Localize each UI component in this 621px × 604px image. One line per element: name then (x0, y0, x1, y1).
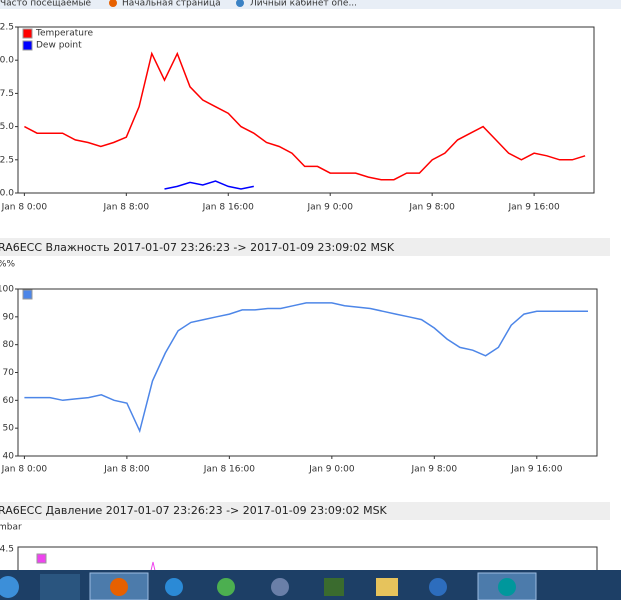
taskbar (0, 570, 621, 601)
chart-title: RA6ECC Влажность 2017-01-07 23:26:23 -> … (0, 241, 395, 254)
y-unit: mbar (0, 523, 22, 533)
x-tick-label: Jan 8 8:00 (103, 465, 150, 475)
y-tick-label: 54.5 (0, 545, 14, 555)
x-tick-label: Jan 9 8:00 (411, 465, 458, 475)
y-tick-label: 5.0 (0, 122, 14, 132)
x-tick-label: Jan 9 8:00 (408, 203, 455, 213)
icon (109, 0, 117, 7)
x-tick-label: Jan 9 16:00 (507, 203, 560, 213)
series-line (164, 180, 254, 190)
bookmark[interactable]: Начальная страница (122, 0, 221, 9)
legend-label: Dew point (36, 41, 82, 51)
legend-swatch (22, 28, 33, 39)
y-tick-label: 50 (3, 424, 15, 434)
y-tick-label: 70 (3, 368, 15, 378)
x-tick-label: Jan 9 0:00 (308, 465, 355, 475)
chart-title: RA6ECC Давление 2017-01-07 23:26:23 -> 2… (0, 504, 388, 517)
y-tick-label: 2.5 (0, 155, 14, 165)
plot-frame (17, 288, 598, 457)
icon (236, 0, 244, 7)
series-line (24, 51, 586, 181)
y-tick-label: 0.0 (0, 189, 14, 199)
x-tick-label: Jan 8 0:00 (1, 465, 48, 475)
y-tick-label: 90 (3, 312, 15, 322)
y-tick-label: 80 (3, 340, 15, 350)
x-tick-label: Jan 8 16:00 (202, 203, 255, 213)
x-tick-label: Jan 9 0:00 (306, 203, 353, 213)
y-tick-label: 7.5 (0, 89, 14, 99)
legend-label: Temperature (35, 29, 93, 39)
bookmark[interactable]: Личный кабинет опе... (250, 0, 357, 9)
bookmarks-bar (0, 0, 621, 9)
x-tick-label: Jan 8 16:00 (203, 465, 256, 475)
x-tick-label: Jan 8 8:00 (103, 203, 150, 213)
x-tick-label: Jan 8 0:00 (1, 203, 48, 213)
y-tick-label: 60 (3, 396, 15, 406)
section-header (0, 238, 610, 256)
y-tick-label: 100 (0, 285, 14, 295)
legend-swatch (22, 289, 33, 300)
y-tick-label: 10.0 (0, 56, 14, 66)
legend-swatch (22, 40, 33, 51)
y-tick-label: 12.5 (0, 23, 14, 33)
legend-swatch (36, 553, 47, 564)
plot-frame (17, 26, 595, 194)
y-unit: %% (0, 260, 16, 270)
section-header (0, 502, 610, 520)
bookmark[interactable]: Часто посещаемые (0, 0, 92, 9)
y-tick-label: 40 (3, 452, 15, 462)
x-tick-label: Jan 9 16:00 (510, 465, 563, 475)
series-line (24, 302, 588, 434)
